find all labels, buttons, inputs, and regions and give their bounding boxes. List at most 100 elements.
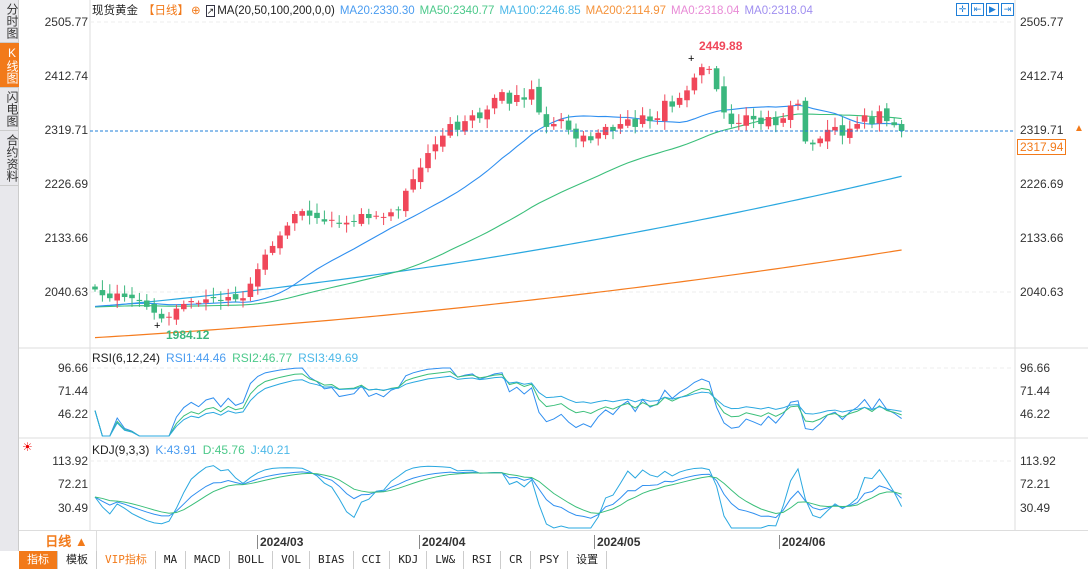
play-icon[interactable]: ▶: [986, 3, 999, 16]
period-label[interactable]: 【日线】: [143, 5, 189, 17]
candle-body: [366, 214, 372, 219]
candle-body: [343, 222, 350, 225]
instrument-name: 现货黄金: [92, 5, 138, 17]
indicator-tab[interactable]: VOL: [273, 551, 310, 569]
right-axis-tick: 72.21: [1020, 477, 1051, 492]
candle-body: [610, 126, 616, 131]
left-axis-tick: 72.21: [57, 477, 88, 492]
settings-icon[interactable]: ⊕: [191, 5, 201, 17]
candle-body: [440, 135, 446, 147]
candle-body: [114, 293, 120, 301]
indicator-icon[interactable]: ↗: [205, 5, 216, 17]
candle-body: [847, 128, 853, 138]
indicator-tab[interactable]: BOLL: [229, 551, 274, 569]
candle-body: [514, 95, 520, 102]
candle-body: [218, 299, 224, 302]
left-axis-tick: 2319.71: [44, 123, 88, 137]
sidebar-tab-kline[interactable]: K线图: [0, 43, 19, 88]
candle-body: [299, 211, 305, 216]
date-label: 2024/04: [419, 535, 465, 549]
max-price-label: 2449.88: [699, 39, 743, 53]
sidebar-tab-flash[interactable]: 闪电图: [0, 88, 19, 131]
candle-body: [891, 122, 897, 126]
candle-body: [129, 294, 135, 299]
indicator-tab[interactable]: PSY: [531, 551, 569, 569]
candle-body: [225, 297, 231, 301]
rsi-title[interactable]: RSI(6,12,24): [92, 351, 161, 365]
indicator-tab[interactable]: MA: [155, 551, 187, 569]
date-label: 2024/03: [257, 535, 303, 549]
candle-body: [810, 142, 816, 145]
zoom-range-icon[interactable]: ⇤: [971, 3, 984, 16]
ma0-value: MA0:2318.04: [671, 5, 740, 17]
candle-body: [551, 124, 557, 127]
candle-body: [869, 117, 875, 125]
indicator-tab[interactable]: RSI: [464, 551, 501, 569]
right-end-icon[interactable]: ⇥: [1001, 3, 1014, 16]
alert-icon[interactable]: ☀: [22, 440, 33, 454]
candle-body: [499, 92, 505, 101]
candle-body: [136, 299, 143, 302]
indicator-tab[interactable]: KDJ: [390, 551, 428, 569]
candle-body: [647, 116, 653, 122]
indicator-tab[interactable]: MACD: [186, 551, 230, 569]
candle-body: [832, 126, 838, 131]
indicator-tab[interactable]: BIAS: [310, 551, 354, 569]
candle-body: [373, 215, 379, 217]
left-axis-tick: 2505.77: [44, 15, 88, 29]
sidebar-tab-timeshare[interactable]: 分时图: [0, 0, 19, 43]
indicator-tab[interactable]: LW&: [427, 551, 465, 569]
left-axis-tick: 2040.63: [44, 285, 88, 299]
last-price-label: 2317.94: [1017, 139, 1067, 155]
candle-body: [232, 294, 239, 300]
candle-body: [773, 117, 779, 126]
sidebar-tab-contract[interactable]: 合约资料: [0, 131, 19, 186]
rsi2-line: [94, 371, 902, 437]
candle-body: [247, 283, 254, 298]
candle-body: [817, 138, 823, 144]
indicator-tab[interactable]: VIP指标: [97, 551, 156, 569]
indicator-tab[interactable]: CCI: [353, 551, 391, 569]
candle-body: [188, 301, 194, 303]
candle-body: [691, 77, 698, 91]
right-axis-tick: 2412.74: [1020, 69, 1064, 83]
indicator-tab[interactable]: 设置: [568, 551, 608, 569]
indicator-tab[interactable]: 指标: [19, 551, 58, 569]
candle-body: [121, 293, 128, 298]
candle-body: [743, 115, 749, 126]
period-selector[interactable]: 日线 ▲: [37, 531, 97, 552]
chart-canvas[interactable]: 2449.88 +1984.12 + ▲: [0, 0, 1088, 530]
candle-body: [203, 299, 209, 303]
candle-body: [321, 219, 328, 222]
date-label: 2024/06: [779, 535, 825, 549]
candle-body: [314, 212, 320, 219]
candle-body: [380, 216, 387, 218]
candle-body: [173, 308, 180, 320]
candle-body: [432, 144, 439, 152]
candle-body: [669, 101, 675, 107]
left-axis-tick: 30.49: [57, 501, 88, 515]
candle-body: [181, 303, 187, 310]
candle-body: [491, 97, 498, 109]
rsi3-line: [94, 375, 902, 437]
candle-body: [699, 67, 705, 76]
indicator-tab[interactable]: CR: [501, 551, 532, 569]
candle-body: [477, 112, 483, 119]
ma-name[interactable]: MA(20,50,100,200,0,0): [217, 5, 335, 17]
candle-body: [588, 136, 594, 141]
left-axis-tick: 2133.66: [44, 230, 88, 245]
kdj-title[interactable]: KDJ(9,3,3): [92, 443, 150, 457]
candle-body: [99, 290, 106, 296]
candle-body: [262, 254, 268, 270]
candle-body: [839, 125, 846, 136]
candle-body: [151, 303, 157, 313]
candle-body: [425, 153, 431, 169]
candle-body: [654, 118, 661, 120]
candle-body: [787, 105, 794, 120]
indicator-tab[interactable]: 模板: [58, 551, 97, 569]
candle-body: [543, 114, 550, 127]
right-axis-tick: 96.66: [1020, 361, 1051, 375]
candle-body: [595, 132, 601, 139]
date-axis: 日线 ▲ 2024/03 2024/04 2024/05 2024/06: [19, 530, 1088, 552]
crosshair-icon[interactable]: ✛: [956, 3, 969, 16]
